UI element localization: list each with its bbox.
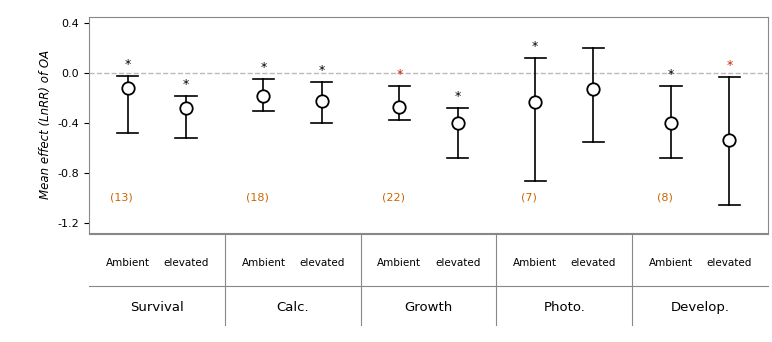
Text: Ambient: Ambient xyxy=(106,258,150,268)
Text: *: * xyxy=(668,68,674,81)
Point xyxy=(452,120,464,126)
Point xyxy=(393,104,405,109)
Text: *: * xyxy=(726,59,733,72)
Point xyxy=(665,120,677,126)
Point xyxy=(587,87,600,92)
Text: *: * xyxy=(319,64,325,77)
Text: Develop.: Develop. xyxy=(671,301,730,314)
Text: Ambient: Ambient xyxy=(513,258,557,268)
Text: elevated: elevated xyxy=(571,258,616,268)
Text: (22): (22) xyxy=(382,193,405,203)
Point xyxy=(723,138,736,143)
Text: Photo.: Photo. xyxy=(543,301,585,314)
Point xyxy=(121,86,134,91)
Text: elevated: elevated xyxy=(163,258,208,268)
Y-axis label: Mean effect (LnRR) of OA: Mean effect (LnRR) of OA xyxy=(39,50,52,199)
Text: *: * xyxy=(124,58,130,71)
Text: Ambient: Ambient xyxy=(378,258,422,268)
Text: Calc.: Calc. xyxy=(276,301,309,314)
Text: *: * xyxy=(532,40,538,53)
Point xyxy=(529,99,541,105)
Text: *: * xyxy=(260,62,266,75)
Point xyxy=(257,93,269,98)
Text: Growth: Growth xyxy=(405,301,452,314)
Point xyxy=(316,98,328,103)
Text: *: * xyxy=(396,68,402,81)
Point xyxy=(180,105,192,111)
Text: Survival: Survival xyxy=(130,301,184,314)
Text: elevated: elevated xyxy=(299,258,344,268)
Text: Ambient: Ambient xyxy=(242,258,286,268)
Text: elevated: elevated xyxy=(435,258,480,268)
Text: *: * xyxy=(455,90,461,103)
Text: Ambient: Ambient xyxy=(649,258,693,268)
Text: *: * xyxy=(183,78,189,91)
Text: (18): (18) xyxy=(246,193,269,203)
Text: (13): (13) xyxy=(110,193,133,203)
Text: (8): (8) xyxy=(657,193,673,203)
Text: elevated: elevated xyxy=(706,258,752,268)
Text: (7): (7) xyxy=(521,193,537,203)
